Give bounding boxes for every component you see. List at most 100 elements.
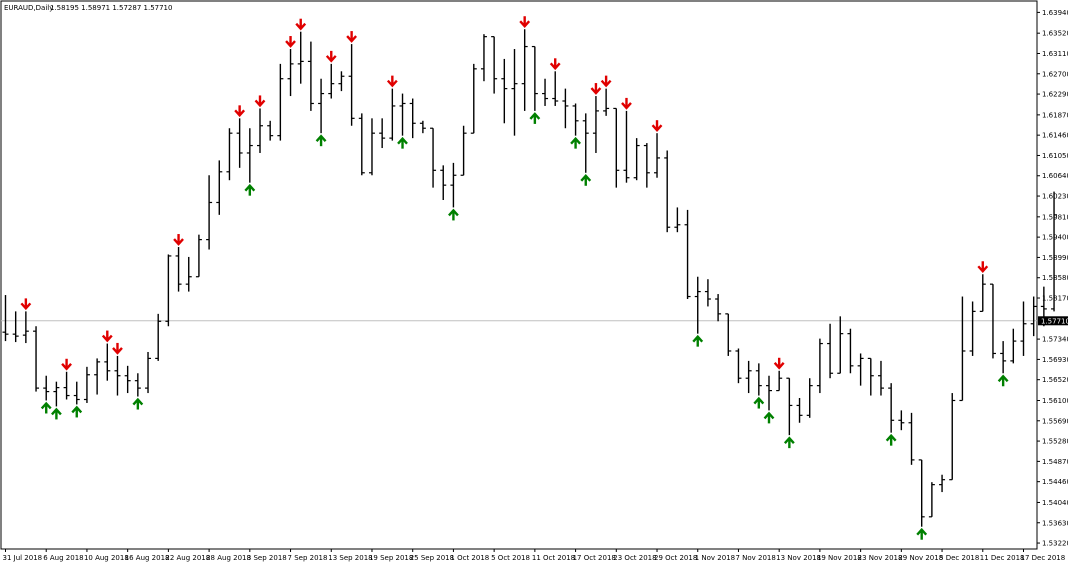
sell-arrow-icon xyxy=(600,75,612,88)
ohlc-bar xyxy=(22,311,29,344)
ohlc-bar xyxy=(847,328,854,374)
ohlc-bar xyxy=(521,29,528,111)
buy-arrow-icon xyxy=(71,405,83,418)
ohlc-bar xyxy=(613,107,620,188)
price-tick-label: 1.59400 xyxy=(1042,234,1068,242)
time-tick-label: 28 Aug 2018 xyxy=(206,554,251,562)
ohlc-bar xyxy=(165,254,172,327)
time-tick-label: 23 Nov 2018 xyxy=(858,554,903,562)
ohlc-bar xyxy=(440,165,447,201)
ohlc-bar xyxy=(419,120,426,134)
ohlc-bar xyxy=(480,34,487,82)
ohlc-bar xyxy=(450,162,457,208)
ohlc-bar xyxy=(928,482,935,518)
sell-arrow-icon xyxy=(61,358,72,371)
current-price-label: 1.57710 xyxy=(1041,317,1068,325)
ohlc-bar xyxy=(623,110,630,183)
price-tick-label: 1.56930 xyxy=(1042,356,1068,364)
ohlc-bar xyxy=(246,128,253,183)
ohlc-bar xyxy=(725,313,732,356)
ohlc-bar xyxy=(145,351,152,394)
sell-arrow-icon xyxy=(590,83,602,95)
signal-arrows-layer xyxy=(20,16,1009,540)
ohlc-bar xyxy=(898,410,905,431)
time-tick-label: 17 Dec 2018 xyxy=(1021,554,1066,562)
ohlc-bar xyxy=(1051,191,1058,312)
ohlc-bar xyxy=(755,363,762,396)
current-price-marker: 1.57710 xyxy=(1038,316,1068,326)
price-tick-label: 1.58990 xyxy=(1042,254,1068,262)
ohlc-bar xyxy=(908,412,915,465)
ohlc-bar xyxy=(226,128,233,181)
ohlc-bar xyxy=(552,71,559,106)
ohlc-bar xyxy=(389,88,396,141)
ohlc-bar xyxy=(409,98,416,139)
ohlc-bar xyxy=(592,96,599,153)
ohlc-bar xyxy=(43,375,50,401)
ohlc-bar xyxy=(633,138,640,181)
price-tick-label: 1.56520 xyxy=(1042,376,1068,384)
ohlc-bars-layer xyxy=(2,29,1058,527)
time-tick-label: 19 Nov 2018 xyxy=(817,554,862,562)
ohlc-bar xyxy=(674,207,681,233)
time-tick-label: 3 Sep 2018 xyxy=(247,554,287,562)
ohlc-bar xyxy=(307,41,314,111)
price-tick-label: 1.63940 xyxy=(1042,9,1068,17)
time-tick-label: 1 Nov 2018 xyxy=(695,554,735,562)
ohlc-bar xyxy=(287,49,294,97)
ohlc-bar xyxy=(582,113,589,173)
ohlc-bar xyxy=(94,358,101,395)
sell-arrow-icon xyxy=(651,120,663,132)
ohlc-bar xyxy=(206,175,213,250)
ohlc-bar xyxy=(185,256,192,292)
sell-arrow-icon xyxy=(285,36,296,48)
buy-arrow-icon xyxy=(763,411,775,424)
price-axis[interactable]: 1.63940 1.63520 1.63110 1.62700 1.62290 1.618… xyxy=(1037,9,1068,548)
ohlc-bar xyxy=(664,150,671,233)
time-tick-label: 10 Aug 2018 xyxy=(84,554,129,562)
ohlc-bar xyxy=(63,371,70,400)
ohlc-bar xyxy=(603,88,610,116)
ohlc-bar xyxy=(195,234,202,278)
price-tick-label: 1.58580 xyxy=(1042,274,1068,282)
sell-arrow-icon xyxy=(234,105,246,118)
buy-arrow-icon xyxy=(315,134,327,147)
sell-arrow-icon xyxy=(173,234,184,246)
ohlc-bar xyxy=(216,160,223,215)
buy-arrow-icon xyxy=(448,208,459,221)
ohlc-bar xyxy=(796,398,803,423)
time-tick-label: 7 Sep 2018 xyxy=(288,554,328,562)
ohlc-bar xyxy=(124,365,131,394)
buy-arrow-icon xyxy=(580,173,592,186)
sell-arrow-icon xyxy=(386,75,398,88)
time-tick-label: 1 Oct 2018 xyxy=(450,554,489,562)
ohlc-bar xyxy=(104,343,111,381)
sell-arrow-icon xyxy=(621,97,632,110)
ohlc-bar xyxy=(155,313,162,361)
price-tick-label: 1.62290 xyxy=(1042,91,1068,99)
buy-arrow-icon xyxy=(40,401,52,414)
ohlc-bar xyxy=(83,366,90,403)
sell-arrow-icon xyxy=(346,31,358,43)
sell-arrow-icon xyxy=(254,95,266,108)
price-tick-label: 1.56100 xyxy=(1042,397,1068,405)
price-tick-label: 1.55280 xyxy=(1042,438,1068,446)
ohlc-bar xyxy=(267,120,274,141)
ohlc-bar xyxy=(379,118,386,149)
price-tick-label: 1.59810 xyxy=(1042,213,1068,221)
sell-arrow-icon xyxy=(295,18,307,31)
time-tick-label: 7 Nov 2018 xyxy=(735,554,775,562)
ohlc-bar xyxy=(491,36,498,94)
price-tick-label: 1.61050 xyxy=(1042,152,1068,160)
ohlc-bar xyxy=(511,49,518,136)
ohlc-bar xyxy=(918,459,925,527)
ohlc-bar xyxy=(877,360,884,396)
price-tick-label: 1.54460 xyxy=(1042,478,1068,486)
price-tick-label: 1.63110 xyxy=(1042,50,1068,58)
ohlc-bar xyxy=(338,71,345,92)
price-tick-label: 1.55690 xyxy=(1042,417,1068,425)
time-tick-label: 22 Aug 2018 xyxy=(165,554,210,562)
